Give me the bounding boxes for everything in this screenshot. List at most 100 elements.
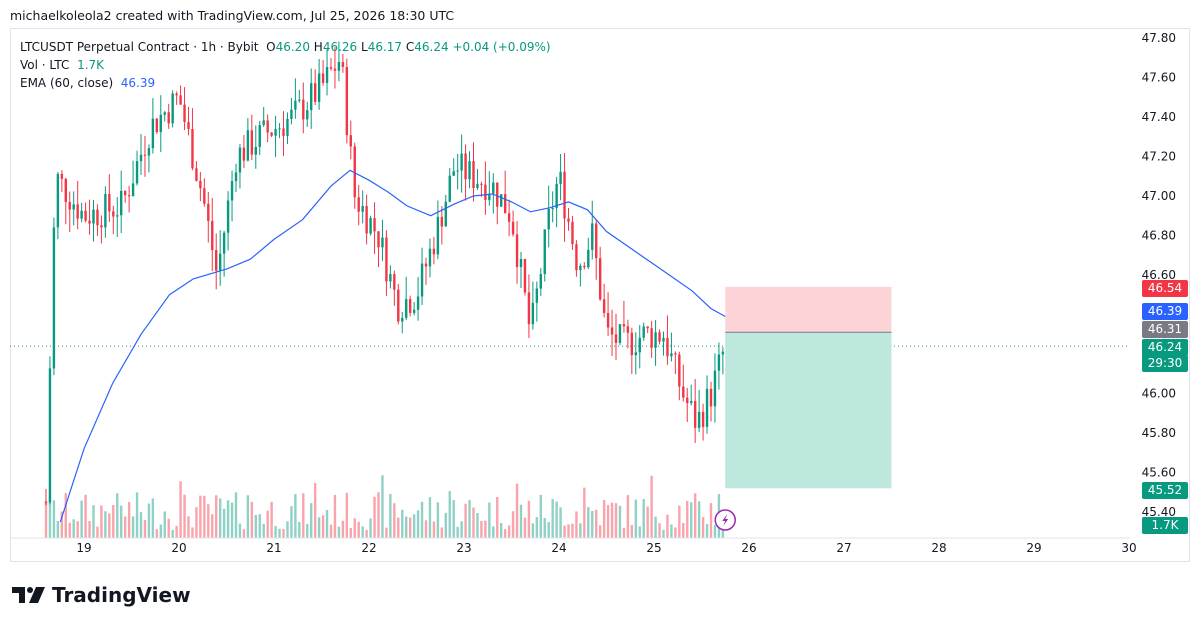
- candle-body: [104, 194, 107, 228]
- candle-body: [595, 223, 598, 259]
- candle-body: [218, 253, 222, 271]
- volume-bar: [412, 514, 416, 538]
- y-tick-label: 45.80: [1142, 426, 1176, 440]
- volume-bar: [321, 515, 325, 538]
- candle-body: [614, 334, 618, 343]
- candle-body: [262, 120, 265, 126]
- volume-bar: [195, 507, 198, 538]
- candle-body: [143, 154, 147, 156]
- volume-bar: [408, 517, 412, 538]
- volume-bar: [96, 526, 99, 538]
- volume-bar: [646, 506, 649, 538]
- candle-body: [377, 231, 380, 248]
- candle-body: [234, 172, 238, 182]
- volume-bar: [393, 503, 396, 538]
- candle-body: [460, 153, 463, 171]
- candle-body: [84, 210, 87, 221]
- volume-bar: [183, 494, 186, 538]
- volume-bar: [630, 524, 634, 538]
- volume-bar: [171, 529, 174, 538]
- candle-body: [436, 216, 440, 255]
- x-tick-label: 26: [741, 541, 756, 555]
- candle-body: [448, 175, 451, 202]
- candle-body: [349, 135, 352, 147]
- tradingview-logo[interactable]: TradingView: [12, 583, 191, 607]
- last-price-label: 46.24: [1142, 339, 1188, 356]
- candle-body: [464, 153, 467, 180]
- volume-bar: [143, 519, 147, 538]
- volume-bar: [238, 523, 242, 538]
- volume-bar: [701, 517, 705, 538]
- candle-body: [690, 401, 693, 404]
- position-stop-zone: [725, 332, 892, 489]
- candle-body: [563, 171, 566, 219]
- volume-bar: [381, 475, 384, 538]
- volume-bar: [120, 505, 123, 538]
- candle-body: [523, 259, 527, 293]
- candle-body: [559, 171, 562, 184]
- candle-body: [155, 118, 159, 133]
- volume-bar: [131, 516, 135, 538]
- volume-bar: [226, 500, 230, 538]
- candle-body: [547, 209, 550, 230]
- candle-body: [531, 302, 535, 325]
- legend-ema-label[interactable]: EMA (60, close): [20, 76, 114, 90]
- ema-line: [59, 169, 726, 523]
- candle-body: [492, 182, 495, 194]
- volume-bar: [88, 521, 91, 538]
- volume-bar: [436, 502, 440, 538]
- volume-bar: [440, 527, 444, 538]
- target-price-label: 46.54: [1142, 280, 1188, 297]
- candle-body: [250, 130, 254, 155]
- volume-bar: [424, 520, 428, 538]
- volume-bar: [377, 492, 380, 538]
- volume-bar: [234, 492, 238, 538]
- candle-body: [452, 171, 455, 176]
- candle-body: [622, 324, 626, 327]
- candle-body: [365, 206, 368, 234]
- volume-bar: [306, 523, 309, 538]
- candle-body: [626, 326, 630, 333]
- volume-bar: [290, 506, 293, 538]
- volume-bar: [191, 527, 194, 538]
- volume-bar: [682, 522, 685, 538]
- volume-bar: [254, 514, 257, 538]
- volume-bar: [179, 481, 182, 538]
- legend-close: 46.24: [414, 40, 449, 54]
- volume-bar: [480, 520, 483, 538]
- volume-bar: [468, 499, 471, 538]
- volume-bar: [488, 502, 491, 538]
- volume-bar: [579, 523, 582, 538]
- volume-bar: [76, 521, 79, 538]
- volume-bar: [135, 492, 139, 538]
- candle-body: [373, 218, 376, 232]
- legend-ema: 46.39: [120, 76, 156, 90]
- candle-body: [638, 337, 641, 353]
- candle-body: [408, 299, 412, 313]
- volume-bar: [543, 518, 546, 538]
- candle-body: [203, 188, 206, 204]
- volume-bar: [52, 500, 56, 538]
- candle-body: [139, 154, 143, 162]
- candle-body: [476, 183, 479, 188]
- volume-bar: [100, 505, 103, 538]
- volume-bar: [587, 507, 590, 538]
- legend-symbol[interactable]: LTCUSDT Perpetual Contract · 1h · Bybit: [20, 40, 259, 54]
- volume-bar: [108, 513, 111, 538]
- volume-bar: [278, 528, 281, 538]
- candle-body: [286, 118, 289, 136]
- legend-ema-row: EMA (60, close) 46.39: [20, 74, 551, 92]
- x-tick-label: 20: [171, 541, 186, 555]
- volume-bar: [250, 501, 254, 538]
- volume-bar: [674, 527, 677, 538]
- volume-bar: [127, 501, 131, 538]
- volume-bar: [262, 523, 265, 538]
- legend-low: 46.17: [367, 40, 403, 54]
- y-tick-label: 45.60: [1142, 466, 1176, 480]
- legend-volume-label[interactable]: Vol · LTC: [20, 58, 70, 72]
- volume-bar: [460, 521, 463, 538]
- candle-body: [48, 368, 52, 503]
- y-tick-label: 47.00: [1142, 189, 1176, 203]
- candle-body: [321, 73, 325, 83]
